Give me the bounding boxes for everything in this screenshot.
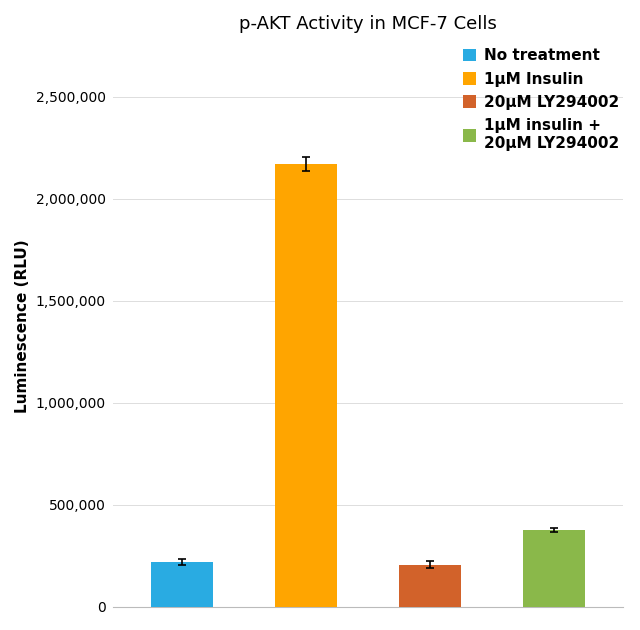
Y-axis label: Luminescence (RLU): Luminescence (RLU)	[15, 239, 30, 413]
Legend: No treatment, 1μM Insulin, 20μM LY294002, 1μM insulin +
20μM LY294002: No treatment, 1μM Insulin, 20μM LY294002…	[456, 42, 625, 157]
Bar	[399, 564, 461, 607]
Bar	[275, 164, 337, 607]
Bar	[150, 561, 212, 607]
Title: p-AKT Activity in MCF-7 Cells: p-AKT Activity in MCF-7 Cells	[239, 15, 497, 33]
Bar	[524, 530, 586, 607]
